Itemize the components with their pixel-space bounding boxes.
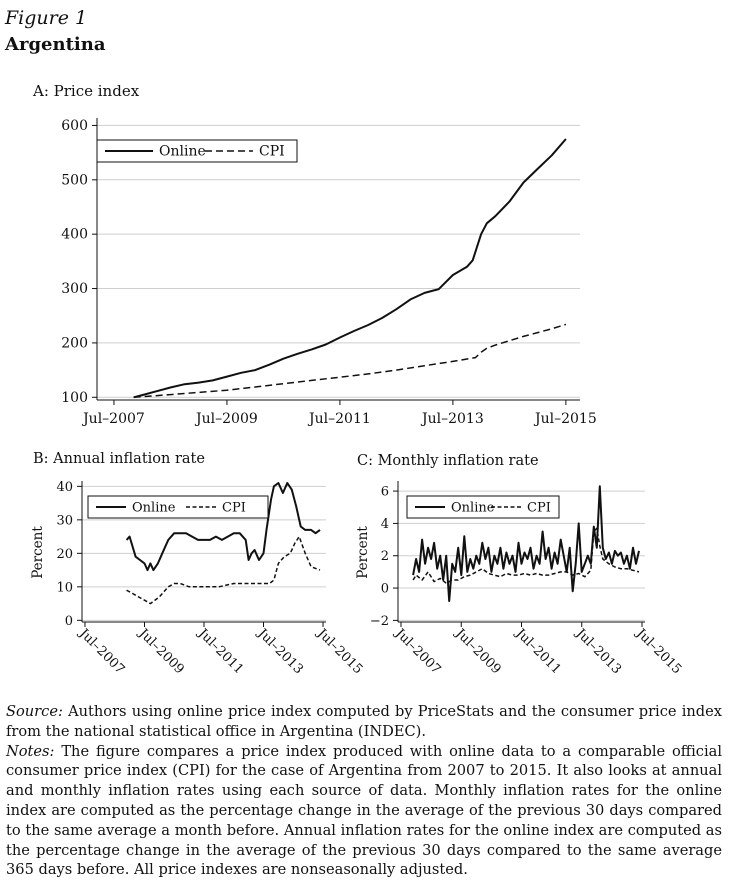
chart-c-x-tick-label: Jul–2009: [451, 625, 504, 678]
chart-b-x-tick-label: Jul–2007: [75, 625, 128, 678]
chart-c-title: C: Monthly inflation rate: [357, 453, 539, 469]
notes-label: Notes:: [6, 742, 55, 760]
chart-c-series-online: [412, 485, 640, 602]
chart-c-legend-label-cpi: CPI: [527, 501, 551, 516]
chart-a-legend-label-online: Online: [159, 144, 206, 160]
chart-a-y-tick-label: 400: [61, 227, 88, 243]
chart-a-y-tick-label: 600: [61, 118, 88, 134]
chart-c-x-tick-label: Jul–2011: [511, 625, 564, 678]
source-label: Source:: [6, 703, 63, 720]
figure-label: Figure 1: [5, 7, 88, 29]
source-text: Authors using online price index compute…: [6, 703, 722, 740]
chart-c-x-tick-label: Jul–2007: [391, 625, 444, 678]
chart-c-y-axis-label: Percent: [355, 526, 371, 579]
chart-a-x-tick-label: Jul–2013: [420, 411, 484, 427]
chart-a-y-tick-label: 100: [61, 390, 88, 406]
chart-b-y-tick-label: 0: [65, 614, 73, 629]
chart-a-legend-label-cpi: CPI: [259, 144, 285, 160]
chart-c-series-cpi: [412, 527, 640, 584]
chart-b-x-tick-label: Jul–2015: [313, 625, 366, 678]
chart-c-x-tick-label: Jul–2013: [572, 625, 625, 678]
chart-b-legend-label-cpi: CPI: [222, 501, 246, 516]
chart-b-y-tick-label: 30: [56, 513, 73, 528]
chart-a-legend: [96, 139, 298, 163]
figure-title: Argentina: [5, 34, 106, 55]
chart-b-legend: [87, 495, 269, 519]
chart-c-y-tick-label: 4: [381, 517, 389, 532]
chart-b-x-tick-label: Jul–2011: [194, 625, 247, 678]
chart-a-series-cpi: [133, 323, 567, 399]
chart-b-series-cpi: [126, 535, 321, 605]
chart-c-legend: [406, 495, 560, 519]
chart-c-x-tick-label: Jul–2015: [632, 625, 685, 678]
figure-caption: Source: Authors using online price index…: [6, 702, 722, 880]
chart-b-y-axis-label: Percent: [30, 526, 46, 579]
chart-c-y-tick-label: 2: [381, 549, 389, 564]
chart-b-series-online: [125, 482, 321, 572]
chart-b-title: B: Annual inflation rate: [33, 451, 205, 467]
panel-b-annual-inflation: B: Annual inflation rate 0 10 20 30 40 Jul–200…: [30, 451, 365, 677]
chart-a-series-online: [133, 138, 567, 399]
chart-b-y-tick-label: 40: [56, 480, 73, 495]
notes-text: The figure compares a price index produc…: [6, 742, 723, 879]
chart-c-legend-label-online: Online: [451, 501, 495, 516]
chart-a-y-tick-label: 200: [61, 335, 88, 351]
chart-c-y-tick-label: −2: [370, 614, 389, 629]
chart-a-x-tick-label: Jul–2007: [81, 411, 145, 427]
chart-a-x-tick-label: Jul–2009: [194, 411, 258, 427]
chart-b-y-tick-label: 10: [56, 580, 73, 595]
panel-a-price-index: A: Price index 100 200 300 400 500 600 Jul–2007…: [32, 82, 597, 427]
chart-a-x-tick-label: Jul–2015: [533, 411, 597, 427]
chart-c-y-tick-label: 0: [381, 582, 389, 597]
chart-b-legend-label-online: Online: [132, 501, 176, 516]
chart-c-y-tick-label: 6: [381, 485, 389, 500]
chart-a-y-tick-label: 300: [61, 281, 88, 297]
figure-canvas: A: Price index100200300400500600Jul–2007…: [30, 82, 684, 677]
chart-b-x-tick-label: Jul–2013: [253, 625, 306, 678]
chart-b-y-tick-label: 20: [56, 547, 73, 562]
chart-a-title: A: Price index: [32, 82, 140, 100]
chart-a-x-tick-label: Jul–2011: [307, 411, 371, 427]
chart-a-y-tick-label: 500: [61, 172, 88, 188]
chart-b-x-tick-label: Jul–2009: [134, 625, 187, 678]
